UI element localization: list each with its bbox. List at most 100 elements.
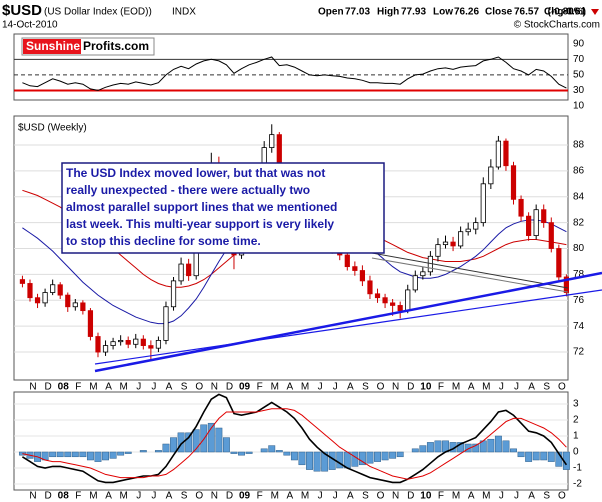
x-tick-label: A — [528, 491, 535, 502]
candle-body — [359, 270, 366, 282]
histogram-bar — [502, 440, 510, 453]
histogram-bar — [374, 451, 381, 462]
candle-body — [148, 345, 154, 349]
candle-body — [541, 209, 547, 224]
x-tick-label: J — [499, 491, 504, 502]
chg-value: -0.61 — [563, 7, 586, 18]
x-tick-label: 08 — [58, 382, 70, 393]
y-tick-label: 72 — [573, 347, 585, 358]
candle-body — [344, 254, 350, 268]
x-tick-label: S — [181, 491, 188, 502]
resistance-line — [371, 252, 569, 289]
y-tick-label: 1 — [573, 431, 579, 442]
histogram-bar — [185, 432, 193, 453]
y-tick-label: 88 — [573, 140, 585, 151]
panel-label: $USD (Weekly) — [18, 123, 87, 134]
candle-body — [118, 339, 124, 343]
candle-body — [495, 140, 501, 168]
x-tick-label: J — [151, 382, 156, 393]
candle-body — [19, 279, 26, 284]
histogram-bar — [328, 451, 336, 470]
x-tick-label: A — [105, 382, 112, 393]
histogram-bar — [260, 448, 268, 453]
histogram-bar — [49, 451, 57, 458]
histogram-bar — [139, 450, 147, 453]
x-tick-label: M — [482, 491, 490, 502]
histogram-bar — [298, 451, 306, 466]
candle-body — [352, 266, 358, 271]
histogram-bar — [124, 451, 132, 454]
candle-body — [133, 338, 139, 345]
x-tick-label: M — [452, 382, 460, 393]
index-name: (US Dollar Index (EOD)) — [44, 7, 152, 18]
histogram-bar — [222, 437, 230, 453]
x-tick-label: D — [226, 491, 233, 502]
candle-body — [563, 276, 569, 293]
x-tick-label: N — [211, 382, 218, 393]
histogram-bar — [351, 451, 359, 467]
histogram-bar — [162, 443, 170, 453]
x-tick-label: D — [407, 491, 414, 502]
y-tick-label: 78 — [573, 269, 585, 280]
x-tick-label: O — [195, 491, 203, 502]
histogram-bar — [215, 427, 223, 453]
open-label: Open — [318, 7, 344, 18]
x-tick-label: M — [89, 491, 97, 502]
x-tick-label: A — [468, 382, 475, 393]
x-tick-label: D — [45, 382, 52, 393]
candle-body — [405, 289, 411, 312]
x-tick-label: O — [377, 491, 385, 502]
x-tick-label: J — [136, 382, 141, 393]
candle-body — [102, 345, 109, 353]
histogram-bar — [358, 451, 366, 466]
histogram-bar — [117, 451, 125, 456]
candle-body — [397, 305, 403, 312]
y-tick-label: 82 — [573, 217, 585, 228]
histogram-bar — [411, 448, 419, 453]
rsi-line — [22, 56, 567, 91]
histogram-bar — [547, 451, 555, 462]
histogram-bar — [389, 451, 397, 459]
histogram-bar — [94, 451, 102, 462]
candle-body — [465, 228, 471, 233]
signal-line — [22, 408, 567, 480]
candle-body — [548, 222, 554, 249]
y-tick-label: 10 — [573, 101, 585, 112]
candle-body — [110, 341, 116, 346]
histogram-bar — [381, 451, 389, 461]
candle-body — [178, 263, 184, 282]
x-tick-label: F — [438, 491, 444, 502]
x-tick-label: D — [226, 382, 233, 393]
histogram-bar — [230, 451, 238, 454]
x-tick-label: M — [119, 491, 127, 502]
histogram-bar — [472, 443, 480, 453]
candle-body — [503, 140, 509, 167]
histogram-bar — [510, 448, 517, 453]
x-tick-label: F — [257, 491, 263, 502]
low-label: Low — [433, 7, 453, 18]
logo-part2: Profits.com — [83, 39, 149, 53]
candle-body — [80, 302, 86, 312]
close-value: 76.57 — [514, 7, 539, 18]
y-tick-label: 50 — [573, 70, 585, 81]
histogram-bar — [245, 451, 253, 454]
y-tick-label: 70 — [573, 54, 585, 65]
candle-body — [420, 271, 426, 277]
x-tick-label: O — [377, 382, 385, 393]
y-tick-label: 80 — [573, 243, 585, 254]
histogram-bar — [170, 437, 177, 453]
histogram-bar — [532, 451, 540, 461]
high-value: 77.93 — [401, 7, 426, 18]
histogram-bar — [366, 451, 374, 464]
histogram-bar — [275, 450, 283, 453]
x-tick-label: S — [362, 382, 369, 393]
candle-body — [367, 280, 373, 295]
x-tick-label: N — [29, 382, 36, 393]
annotation-line: almost parallel support lines that we me… — [66, 200, 337, 214]
x-tick-label: J — [151, 491, 156, 502]
x-tick-label: A — [287, 491, 294, 502]
x-tick-label: J — [318, 491, 323, 502]
x-tick-label: M — [89, 382, 97, 393]
annotation-box — [61, 162, 385, 254]
annotation-line: to stop this decline for some time. — [66, 234, 261, 248]
